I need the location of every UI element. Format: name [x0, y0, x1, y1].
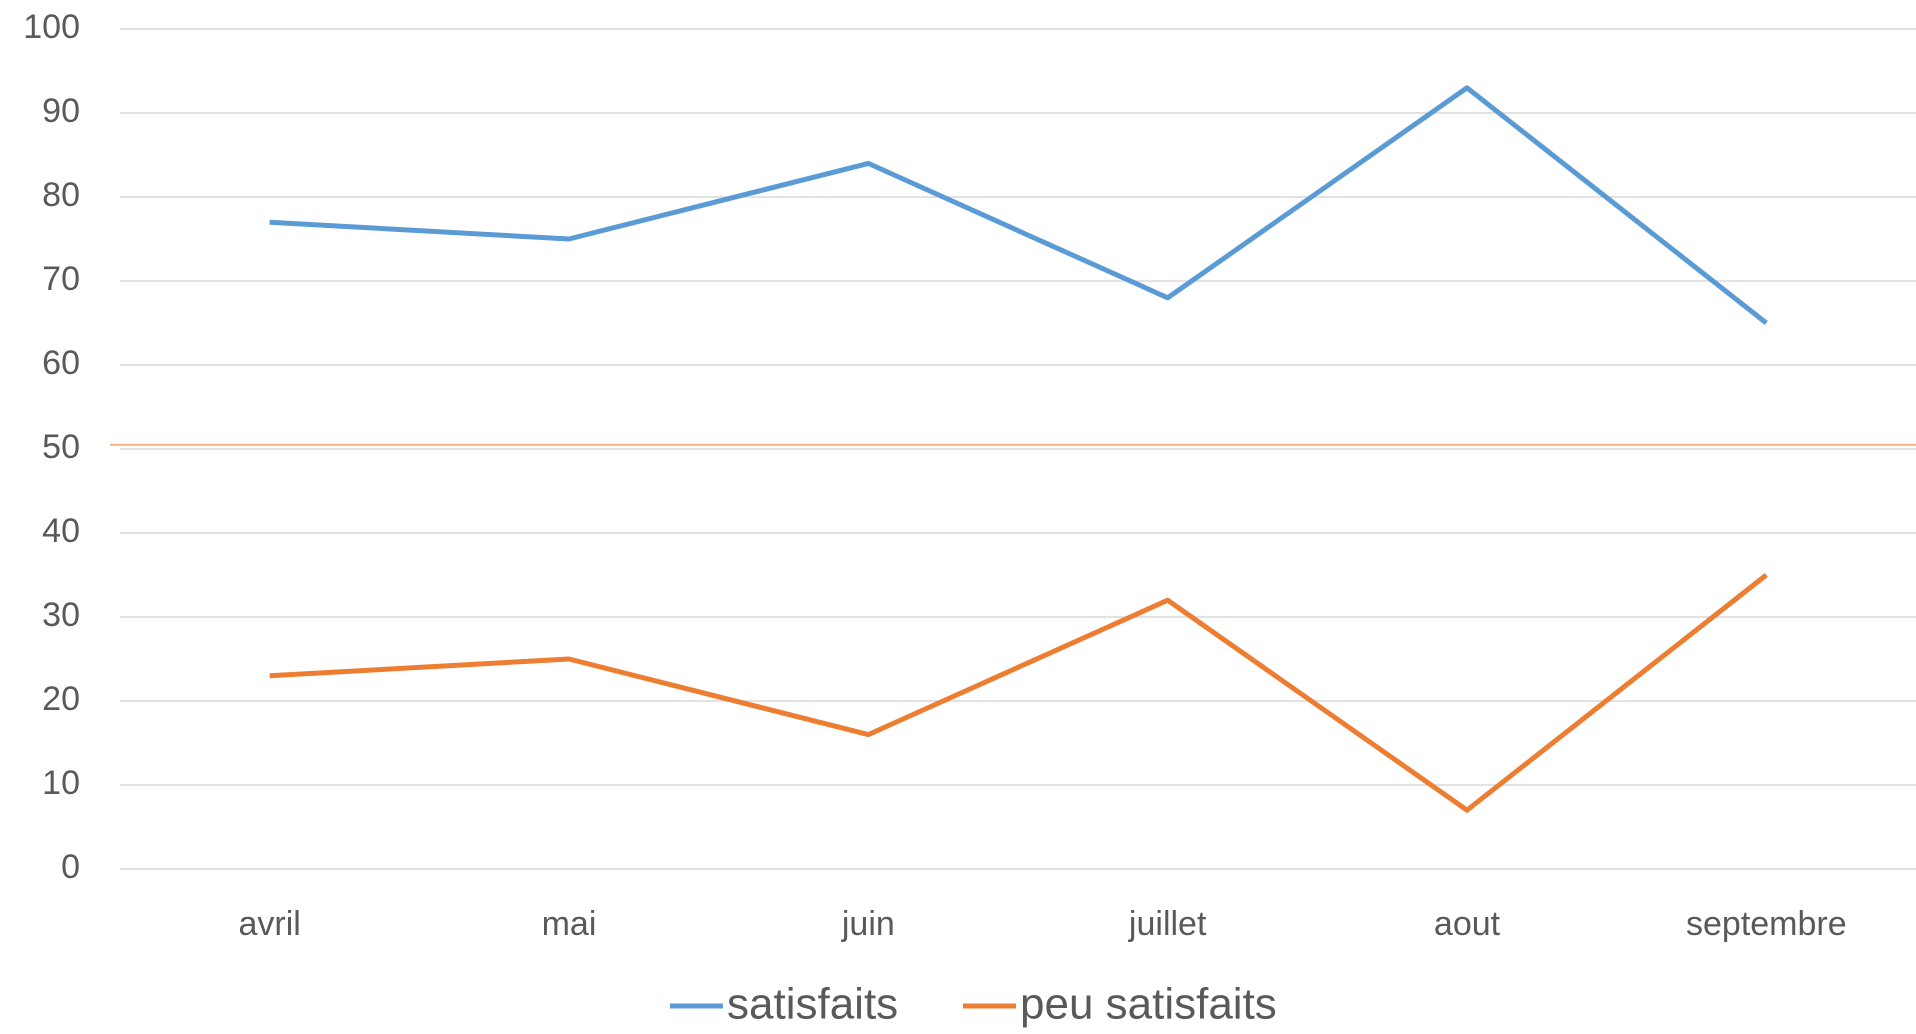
y-tick-label: 10: [42, 764, 80, 802]
x-tick-label: mai: [542, 905, 597, 943]
x-tick-label: septembre: [1686, 905, 1847, 943]
y-tick-label: 90: [42, 92, 80, 130]
y-tick-label: 0: [61, 848, 80, 886]
legend-label: satisfaits: [727, 980, 898, 1029]
line-series: [269, 573, 1768, 813]
y-tick-label: 100: [23, 8, 80, 46]
x-tick-label: avril: [238, 905, 300, 943]
y-tick-label: 20: [42, 680, 80, 718]
y-tick-label: 30: [42, 596, 80, 634]
line-series: [269, 85, 1768, 325]
y-tick-label: 70: [42, 260, 80, 298]
y-tick-label: 80: [42, 176, 80, 214]
x-tick-label: juin: [841, 905, 895, 943]
y-tick-label: 40: [42, 512, 80, 550]
legend-label: peu satisfaits: [1020, 980, 1277, 1029]
y-tick-label: 50: [42, 428, 80, 466]
x-tick-label: juillet: [1128, 905, 1207, 943]
y-tick-label: 60: [42, 344, 80, 382]
x-tick-label: aout: [1434, 905, 1501, 943]
